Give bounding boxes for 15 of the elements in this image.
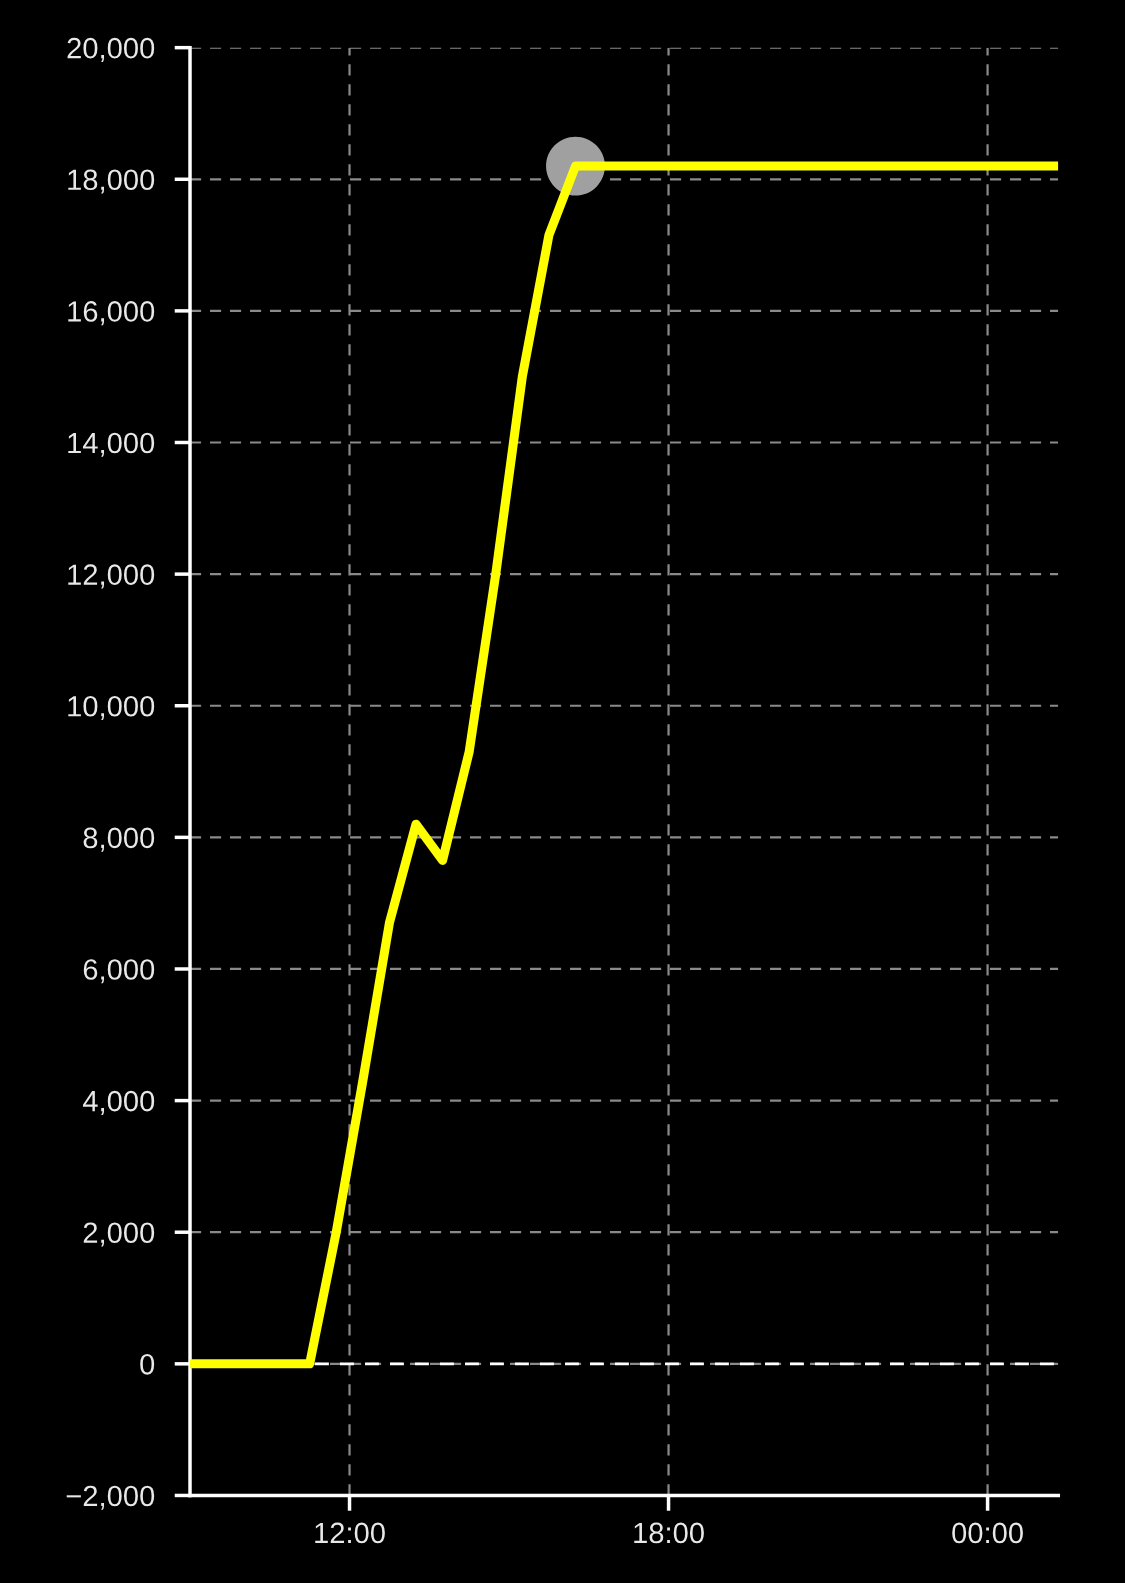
x-tick-label: 00:00 — [952, 1522, 1023, 1544]
y-tick-label: 18,000 — [68, 169, 155, 194]
x-tick-label: 12:00 — [315, 1522, 385, 1544]
y-tick-label: 20,000 — [67, 37, 155, 62]
y-tick-label: 6,000 — [83, 959, 155, 984]
y-tick-label: 4,000 — [82, 1090, 155, 1115]
y-tick-label: 2,000 — [83, 1222, 155, 1247]
y-tick-label: 14,000 — [68, 432, 155, 457]
y-tick-label: 12,000 — [68, 564, 155, 589]
y-tick-label: 16,000 — [68, 301, 155, 326]
y-tick-label: 10,000 — [68, 695, 155, 721]
y-tick-label: −2,000 — [66, 1485, 155, 1510]
x-tick-label: 18:00 — [634, 1522, 704, 1544]
y-tick-label: 0 — [140, 1354, 155, 1375]
y-tick-label: 8,000 — [83, 827, 155, 852]
